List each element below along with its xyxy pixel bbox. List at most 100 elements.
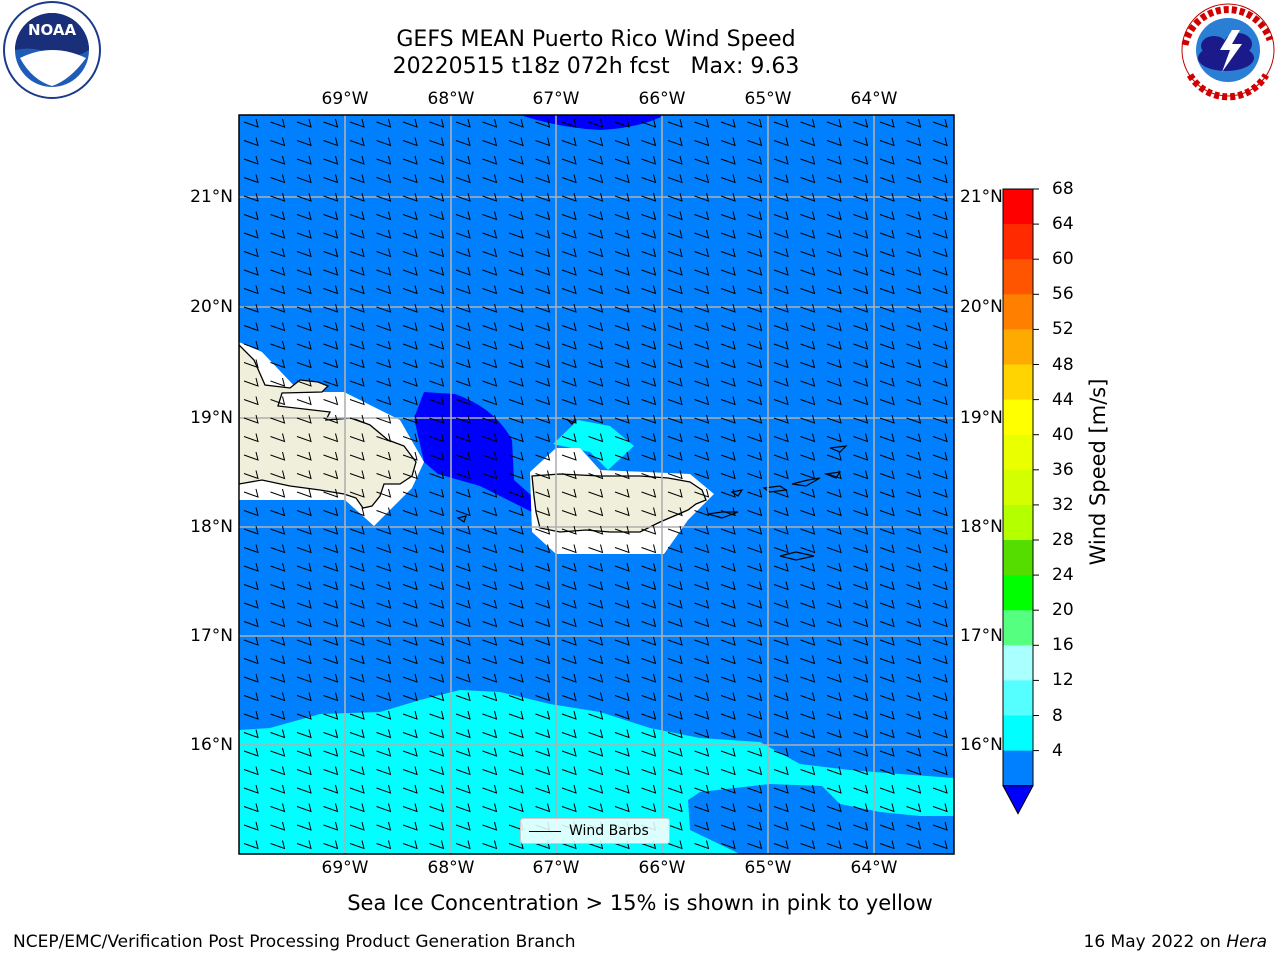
wind-barb	[270, 192, 286, 202]
wind-barb	[932, 248, 948, 258]
wind-barb	[614, 599, 630, 609]
wind-barb	[747, 451, 763, 461]
wind-barb	[561, 266, 577, 276]
wind-barb	[747, 729, 763, 739]
wind-barb	[694, 636, 710, 646]
wind-barb	[694, 525, 710, 535]
wind-barb	[932, 451, 948, 461]
wind-barb	[455, 470, 471, 480]
wind-barb	[323, 544, 339, 554]
wind-barb	[270, 359, 286, 369]
wind-barb	[455, 525, 471, 535]
wind-barb	[747, 581, 763, 591]
wind-barb	[535, 470, 551, 480]
wind-barb	[932, 673, 948, 683]
wind-barb	[720, 433, 736, 443]
wind-barb	[694, 266, 710, 276]
wind-barb	[323, 414, 339, 424]
wind-barb	[323, 673, 339, 683]
wind-barb	[429, 211, 445, 221]
wind-barb	[588, 229, 604, 239]
wind-barb	[296, 285, 312, 295]
wind-barb	[243, 747, 259, 757]
wind-barb	[535, 673, 551, 683]
wind-barb	[535, 655, 551, 665]
wind-barb	[667, 692, 683, 702]
wind-barb	[535, 192, 551, 202]
wind-barb	[402, 562, 418, 572]
lon-label-bottom: 69°W	[321, 858, 369, 878]
wind-barb	[694, 359, 710, 369]
lat-label-left: 21°N	[190, 187, 233, 207]
wind-barb	[641, 729, 657, 739]
wind-barb	[826, 155, 842, 165]
wind-barb	[323, 285, 339, 295]
wind-barb	[429, 692, 445, 702]
wind-barb	[482, 377, 498, 387]
wind-barb	[641, 174, 657, 184]
wind-barb	[588, 396, 604, 406]
logos-layer: NOAA	[3, 1, 1275, 101]
wind-barb	[826, 340, 842, 350]
wind-barb	[535, 118, 551, 128]
wind-barb	[508, 340, 524, 350]
wind-barb	[349, 285, 365, 295]
wind-barb	[879, 451, 895, 461]
plot-title: GEFS MEAN Puerto Rico Wind Speed	[396, 27, 796, 52]
wind-barb	[243, 118, 259, 128]
wind-barb	[906, 803, 922, 813]
wind-barb	[879, 155, 895, 165]
wind-barb	[270, 414, 286, 424]
wind-barb	[429, 174, 445, 184]
wind-barb	[535, 636, 551, 646]
wind-barb	[853, 414, 869, 424]
lon-label-bottom: 68°W	[427, 858, 475, 878]
wind-barb	[482, 821, 498, 831]
wind-barb	[402, 747, 418, 757]
wind-barb	[455, 618, 471, 628]
hispaniola-land	[239, 344, 417, 509]
wind-barb	[932, 396, 948, 406]
wind-barb	[853, 840, 869, 850]
wind-barb	[588, 803, 604, 813]
wind-barb	[853, 377, 869, 387]
wind-barb	[932, 470, 948, 480]
plot-subtitle: 20220515 t18z 072h fcst Max: 9.63	[392, 54, 800, 79]
wind-barb	[614, 396, 630, 406]
wind-barb	[243, 544, 259, 554]
wind-barb	[773, 840, 789, 850]
wind-barb	[641, 655, 657, 665]
wind-barb	[853, 229, 869, 239]
wind-barb	[402, 710, 418, 720]
wind-barb	[482, 451, 498, 461]
wind-barb	[614, 322, 630, 332]
wind-barb	[402, 137, 418, 147]
wind-barb	[879, 821, 895, 831]
wind-barb	[508, 137, 524, 147]
wind-barb	[641, 137, 657, 147]
wind-barb	[561, 137, 577, 147]
wind-barb	[455, 655, 471, 665]
wind-barb	[561, 470, 577, 480]
wind-barb	[800, 155, 816, 165]
wind-barb	[455, 303, 471, 313]
wind-barb	[800, 396, 816, 406]
wind-barb	[879, 618, 895, 628]
wind-barb	[667, 433, 683, 443]
wind-barb	[853, 525, 869, 535]
wind-barb	[270, 747, 286, 757]
wind-barb	[561, 692, 577, 702]
wind-barb	[853, 174, 869, 184]
wind-barb	[720, 692, 736, 702]
wind-barb	[906, 396, 922, 406]
lat-label-right: 20°N	[960, 297, 1003, 317]
wind-barb	[853, 359, 869, 369]
wind-barb	[376, 118, 392, 128]
wind-barb	[641, 544, 657, 554]
wind-barb	[535, 488, 551, 498]
wind-barb	[800, 544, 816, 554]
wind-barb	[588, 211, 604, 221]
wind-barb	[561, 285, 577, 295]
wind-barb	[243, 618, 259, 628]
wind-barb	[906, 433, 922, 443]
